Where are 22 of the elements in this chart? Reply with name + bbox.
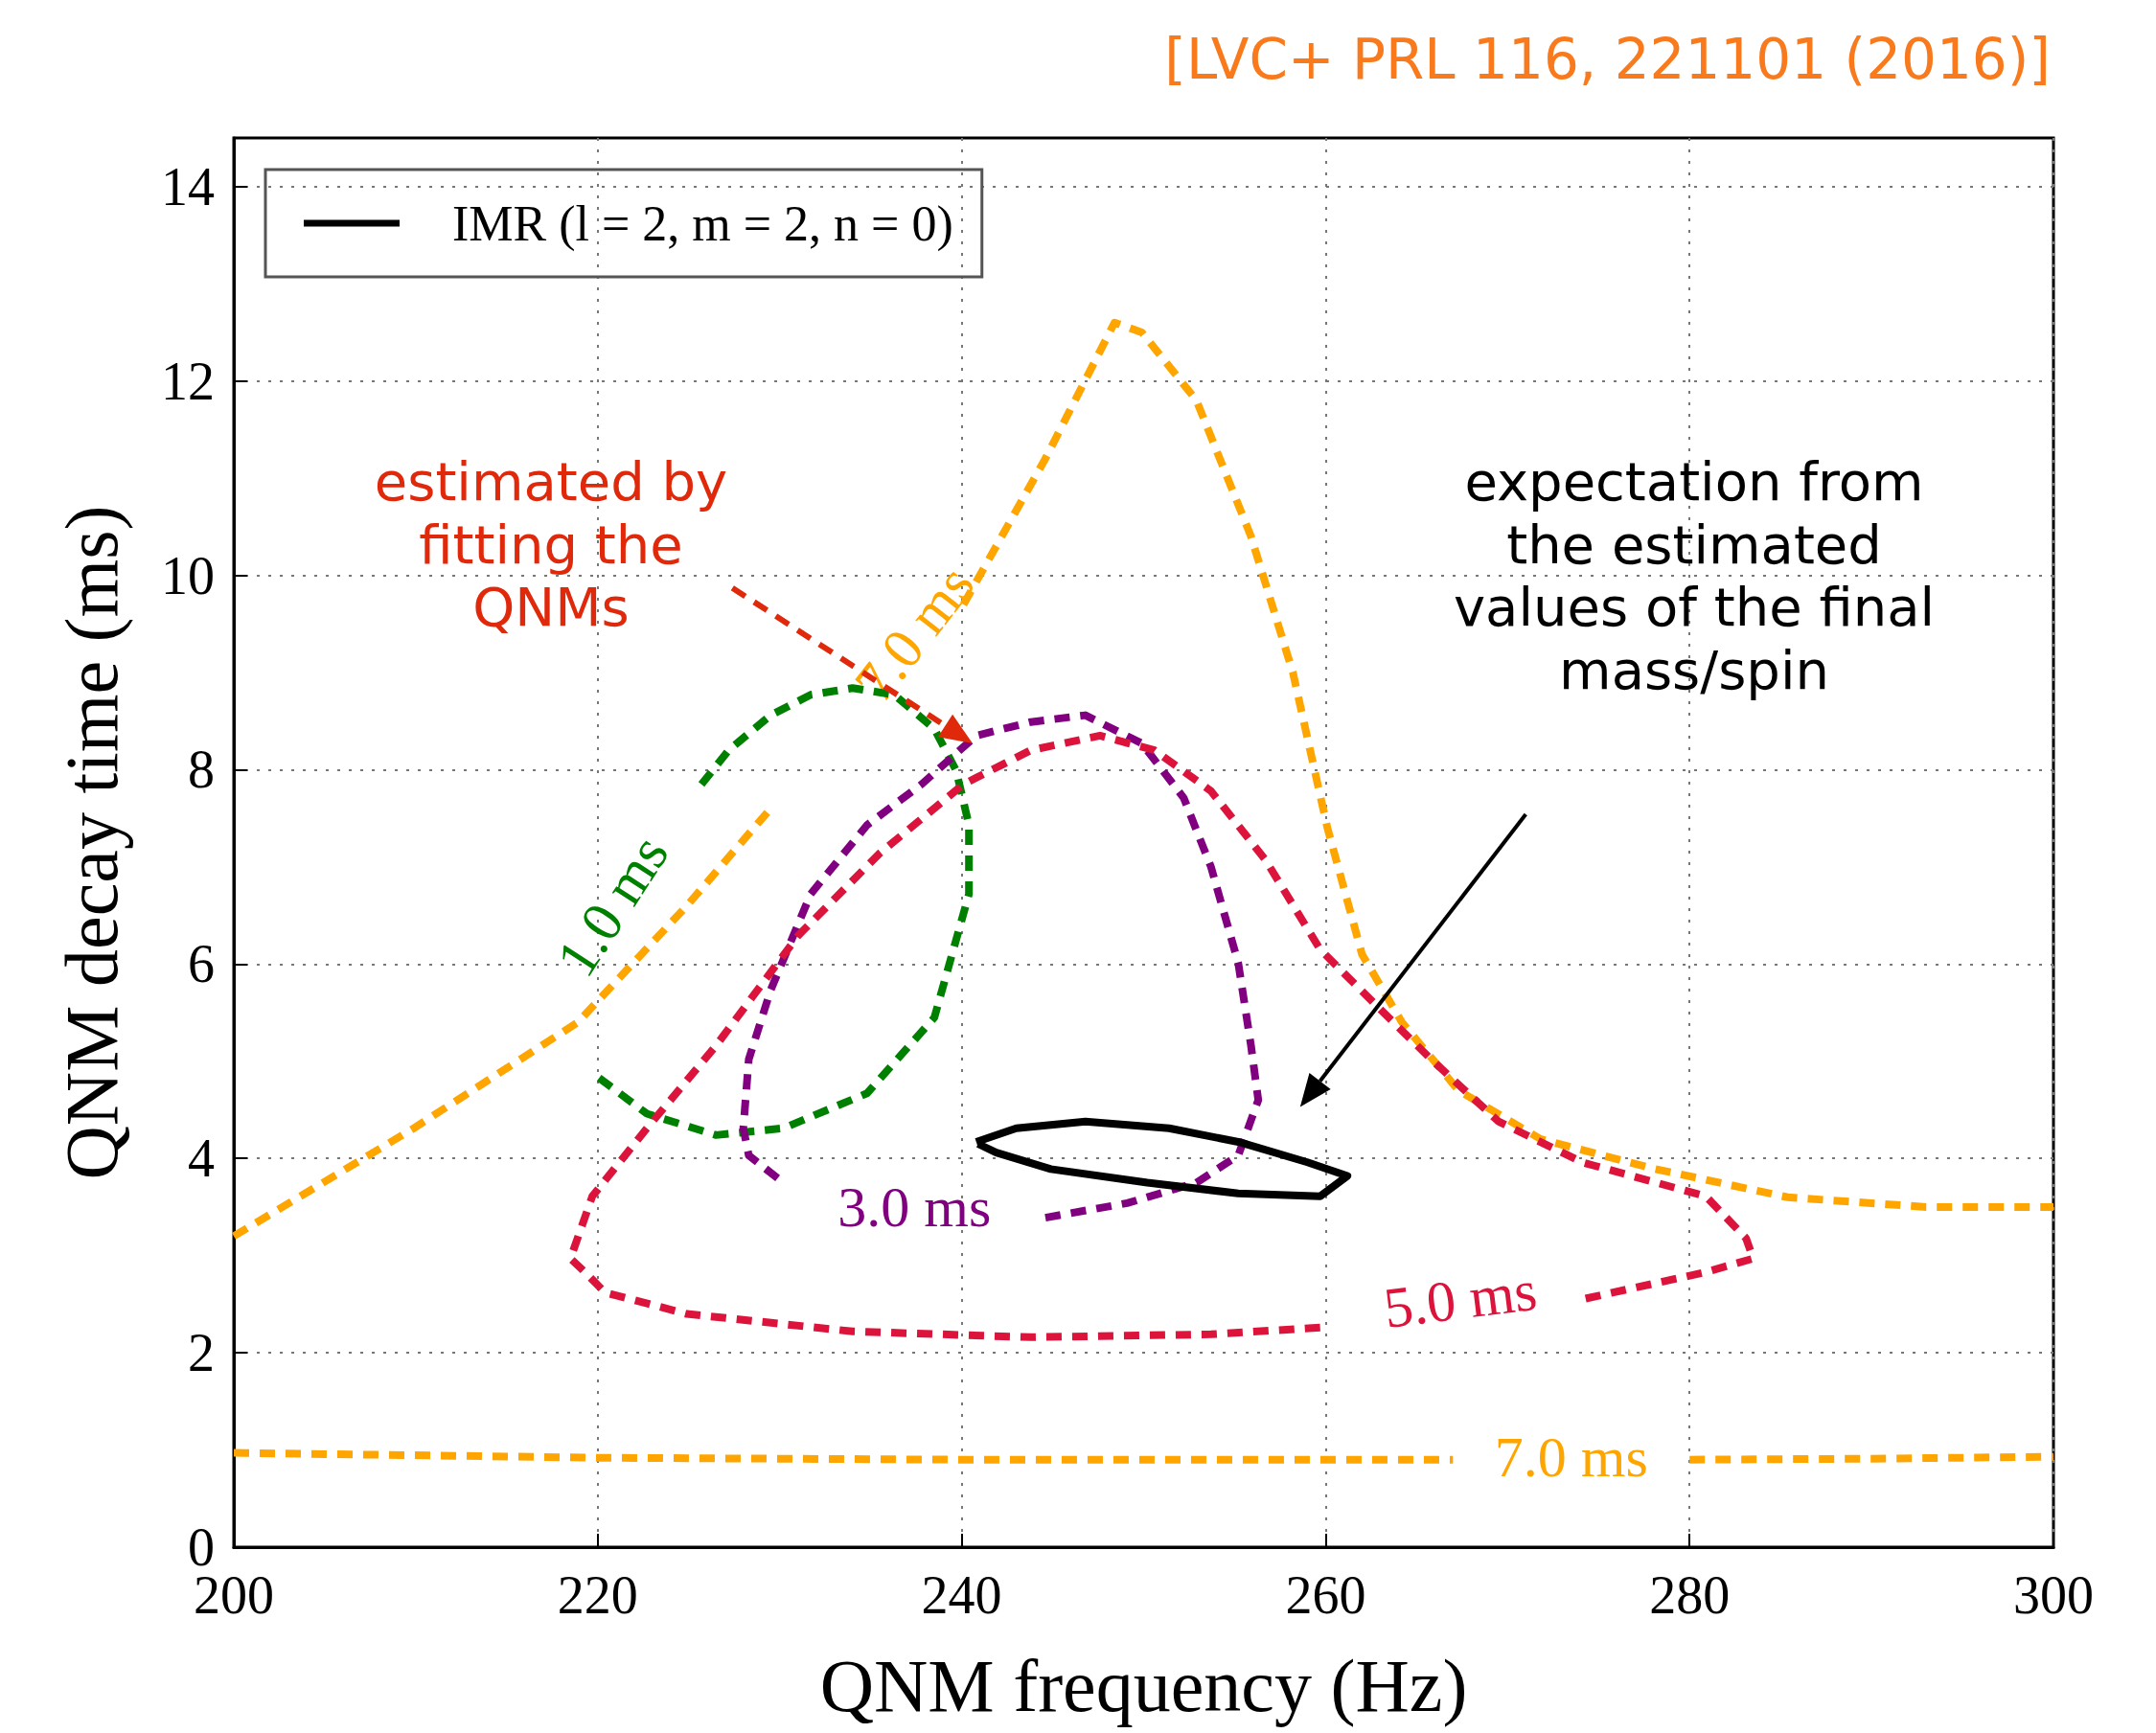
annotation: 3.0 ms [837,1174,992,1239]
annotation: estimated by fitting the QNMs [374,450,728,639]
x-tick-label: 260 [1285,1565,1366,1625]
annotation: 5.0 ms [1380,1258,1541,1340]
x-tick-label: 300 [2013,1565,2094,1625]
y-tick-label: 14 [161,156,215,217]
y-tick-label: 12 [161,351,215,411]
x-axis-title: QNM frequency (Hz) [819,1643,1468,1727]
y-tick-label: 4 [188,1129,215,1189]
y-tick-label: 8 [188,740,215,800]
x-tick-label: 220 [557,1565,638,1625]
annotation: 1.0 ms [543,824,681,988]
y-tick-label: 2 [188,1323,215,1383]
x-tick-label: 240 [921,1565,1002,1625]
y-axis-title: QNM decay time (ms) [49,505,133,1180]
legend-label: IMR (l = 2, m = 2, n = 0) [452,195,953,252]
y-tick-label: 6 [188,934,215,994]
annotation: 7.0 ms [1494,1425,1648,1489]
y-tick-label: 10 [161,545,215,605]
x-tick-label: 280 [1649,1565,1731,1625]
annotation: expectation from the estimated values of the final mass/spin [1453,450,1936,701]
text: [LVC+ PRL 116, 221101 (2016)] [1164,26,2051,92]
